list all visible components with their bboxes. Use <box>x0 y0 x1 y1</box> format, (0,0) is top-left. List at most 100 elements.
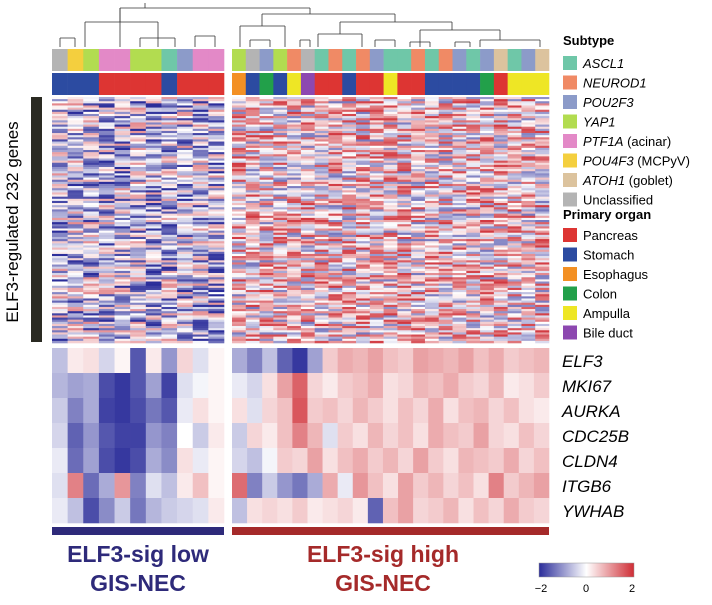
gene-cluster-cell <box>145 304 162 308</box>
gene-cluster-cell <box>259 306 274 310</box>
gene-cluster-cell <box>52 203 68 206</box>
gene-cluster-cell <box>411 113 426 117</box>
gene-cluster-cell <box>369 122 384 125</box>
gene-cluster-cell <box>466 160 481 164</box>
gene-cluster-cell <box>356 196 371 200</box>
gene-cluster-cell <box>245 97 260 100</box>
gene-cluster-cell <box>493 281 508 284</box>
gene-cluster-cell <box>521 207 536 210</box>
marker-cell <box>67 348 84 374</box>
gene-cluster-cell <box>438 145 453 149</box>
gene-cluster-cell <box>52 226 68 229</box>
gene-cluster-cell <box>369 226 384 229</box>
gene-cluster-cell <box>397 273 412 276</box>
gene-cluster-cell <box>314 243 329 246</box>
gene-cluster-cell <box>342 207 357 210</box>
gene-cluster-cell <box>232 128 247 132</box>
gene-cluster-cell <box>466 145 481 149</box>
gene-cluster-cell <box>424 122 440 125</box>
gene-cluster-cell <box>480 319 495 323</box>
gene-cluster-cell <box>300 143 315 147</box>
gene-cluster-cell <box>208 192 225 195</box>
marker-cell <box>398 348 414 374</box>
gene-cluster-cell <box>192 162 209 166</box>
gene-cluster-cell <box>192 228 209 231</box>
gene-cluster-cell <box>383 285 398 289</box>
gene-cluster-cell <box>192 116 209 119</box>
gene-cluster-cell <box>232 141 247 144</box>
gene-cluster-cell <box>397 156 412 159</box>
gene-cluster-cell <box>438 289 453 293</box>
gene-cluster-cell <box>177 128 194 132</box>
gene-cluster-cell <box>192 306 209 310</box>
gene-cluster-cell <box>383 183 398 187</box>
gene-cluster-cell <box>145 143 162 147</box>
gene-cluster-cell <box>98 323 115 327</box>
gene-cluster-cell <box>192 154 209 157</box>
gene-cluster-cell <box>314 245 329 248</box>
gene-cluster-cell <box>67 311 84 314</box>
gene-cluster-cell <box>161 186 178 189</box>
gene-cluster-cell <box>328 294 343 297</box>
gene-cluster-cell <box>67 113 84 117</box>
gene-cluster-cell <box>383 175 398 178</box>
gene-cluster-cell <box>383 158 398 161</box>
gene-cluster-cell <box>397 103 412 106</box>
gene-cluster-cell <box>314 270 329 274</box>
marker-cell <box>292 348 308 374</box>
gene-cluster-cell <box>493 139 508 142</box>
gene-cluster-cell <box>383 289 398 293</box>
gene-cluster-cell <box>424 103 440 106</box>
gene-cluster-cell <box>521 220 536 223</box>
subtype-annotation-cell <box>535 49 550 71</box>
gene-cluster-cell <box>452 126 467 130</box>
gene-cluster-cell <box>535 147 550 151</box>
gene-cluster-cell <box>98 232 115 236</box>
gene-cluster-cell <box>52 285 68 289</box>
gene-cluster-cell <box>397 306 412 310</box>
gene-cluster-cell <box>208 166 225 170</box>
gene-cluster-cell <box>369 264 384 267</box>
gene-cluster-cell <box>424 300 440 304</box>
gene-cluster-cell <box>98 124 115 127</box>
gene-cluster-cell <box>300 200 315 204</box>
gene-cluster-cell <box>177 192 194 195</box>
gene-cluster-cell <box>98 340 115 344</box>
gene-cluster-cell <box>383 300 398 304</box>
gene-cluster-cell <box>411 141 426 144</box>
gene-cluster-cell <box>356 194 371 197</box>
gene-cluster-cell <box>67 147 84 151</box>
gene-cluster-cell <box>507 275 522 278</box>
gene-cluster-cell <box>356 160 371 164</box>
gene-cluster-cell <box>161 224 178 227</box>
gene-cluster-cell <box>130 289 147 293</box>
marker-cell <box>247 423 263 449</box>
gene-cluster-cell <box>208 145 225 149</box>
gene-cluster-cell <box>287 243 302 246</box>
gene-cluster-cell <box>452 196 467 200</box>
gene-cluster-cell <box>52 137 68 140</box>
marker-cell <box>247 498 263 524</box>
gene-cluster-cell <box>177 139 194 142</box>
gene-cluster-cell <box>466 101 481 104</box>
gene-cluster-cell <box>273 124 288 127</box>
gene-cluster-cell <box>52 315 68 318</box>
gene-cluster-cell <box>397 319 412 323</box>
gene-cluster-cell <box>493 243 508 246</box>
gene-cluster-cell <box>208 287 225 291</box>
gene-cluster-cell <box>411 315 426 318</box>
gene-cluster-cell <box>67 321 84 325</box>
gene-cluster-cell <box>342 152 357 155</box>
subtype-legend-swatch <box>563 114 577 129</box>
group-low-label-line2: GIS-NEC <box>90 570 186 596</box>
gene-cluster-cell <box>314 296 329 299</box>
gene-cluster-cell <box>493 232 508 236</box>
gene-cluster-cell <box>192 177 209 181</box>
gene-cluster-cell <box>192 109 209 113</box>
gene-cluster-cell <box>328 143 343 147</box>
gene-cluster-cell <box>424 97 440 100</box>
gene-cluster-cell <box>130 294 147 297</box>
gene-cluster-cell <box>245 101 260 104</box>
gene-cluster-cell <box>67 326 84 329</box>
gene-cluster-cell <box>397 241 412 244</box>
